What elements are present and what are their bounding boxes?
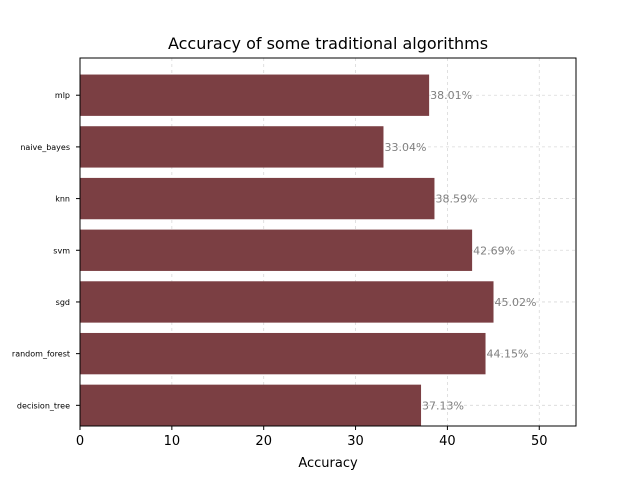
x-tick-label: 50 — [531, 434, 548, 449]
bar-knn — [80, 177, 435, 220]
x-tick-label: 0 — [76, 434, 84, 449]
x-axis-label: Accuracy — [298, 456, 358, 471]
data-label-knn: 38.59% — [435, 193, 477, 206]
data-label-decision_tree: 37.13% — [422, 399, 464, 412]
x-tick-label: 40 — [439, 434, 456, 449]
y-tick-label-random_forest: random_forest — [12, 350, 70, 359]
y-tick-label-sgd: sgd — [56, 298, 70, 307]
bar-mlp — [80, 74, 430, 116]
x-axis-ticks: 0 10 20 30 40 50 — [76, 426, 548, 449]
x-tick-label: 20 — [255, 434, 272, 449]
y-tick-label-naive_bayes: naive_bayes — [20, 143, 70, 152]
x-tick-label: 30 — [347, 434, 364, 449]
data-label-random_forest: 44.15% — [487, 348, 529, 361]
bar-decision_tree — [80, 384, 422, 426]
x-tick-label: 10 — [164, 434, 181, 449]
data-label-sgd: 45.02% — [495, 296, 537, 309]
data-label-svm: 42.69% — [473, 244, 515, 257]
data-label-naive_bayes: 33.04% — [384, 141, 426, 154]
y-tick-label-knn: knn — [55, 195, 70, 204]
bars: 38.01% 33.04% 38.59% 42.69% 45.02% 44.15% 37.1… — [80, 74, 537, 426]
chart-title: Accuracy of some traditional algorithms — [168, 34, 488, 53]
bar-naive_bayes — [80, 126, 384, 168]
bar-svm — [80, 229, 473, 271]
y-tick-label-svm: svm — [53, 246, 70, 255]
y-tick-label-mlp: mlp — [55, 91, 70, 100]
data-label-mlp: 38.01% — [430, 89, 472, 102]
bar-sgd — [80, 281, 494, 323]
plot-frame — [79, 57, 577, 427]
y-tick-label-decision_tree: decision_tree — [17, 401, 70, 410]
bar-random_forest — [80, 332, 486, 375]
